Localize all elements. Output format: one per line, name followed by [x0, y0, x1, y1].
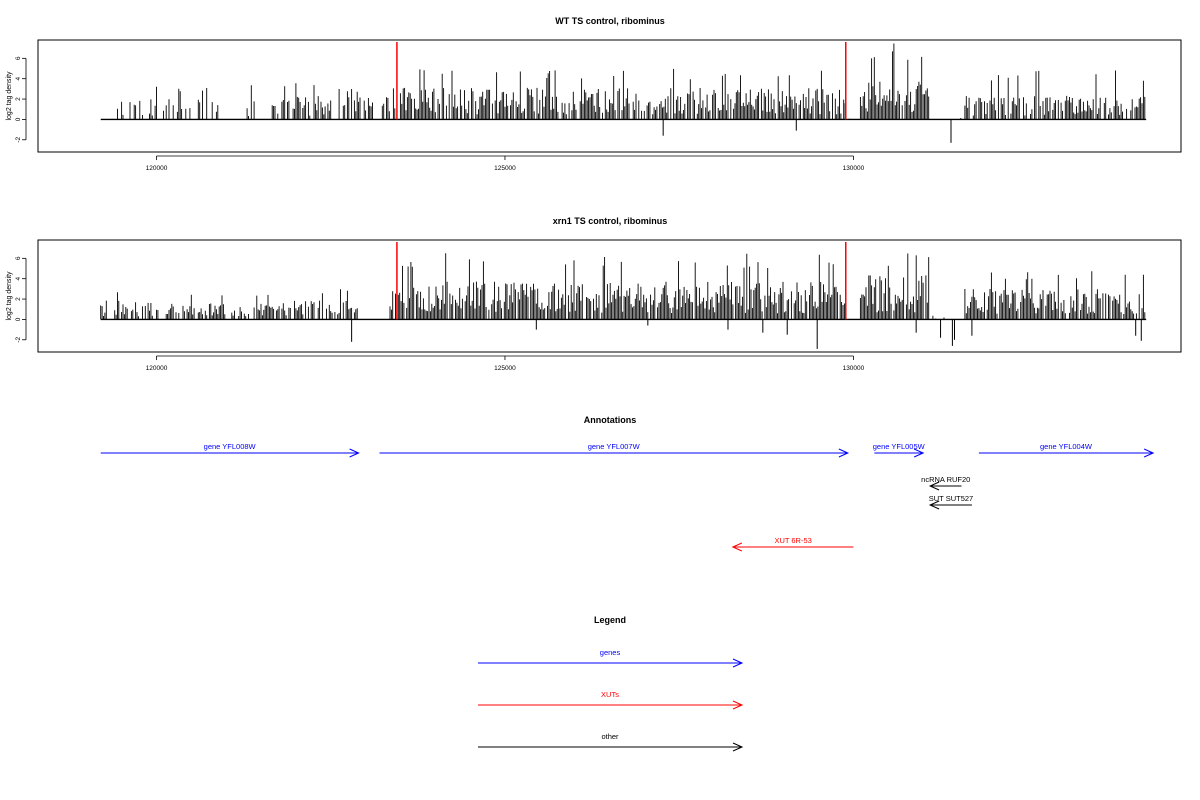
- annotations-section: Annotations gene YFL008W gene YFL007W gene…: [100, 415, 1155, 552]
- legend-section: Legend genes XUTs other: [478, 615, 744, 752]
- y-tick-label: 0: [15, 317, 22, 321]
- legend-label: XUTs: [601, 690, 619, 699]
- y-tick-label: -2: [15, 137, 22, 143]
- signal-bars: [117, 43, 1146, 120]
- annotation-feature: gene YFL005W: [873, 442, 926, 458]
- y-tick-label: -2: [15, 337, 22, 343]
- annotation-label: XUT 6R-53: [774, 536, 811, 545]
- track-title-xrn1: xrn1 TS control, ribominus: [553, 216, 668, 226]
- annotation-label: SUT SUT527: [929, 494, 973, 503]
- y-tick-label: 2: [15, 297, 22, 301]
- x-tick-label: 130000: [843, 165, 865, 172]
- y-axis-xrn1: -2 0 2 4 6: [15, 256, 27, 343]
- legend-item: other: [478, 732, 744, 752]
- x-tick-label: 125000: [494, 365, 516, 372]
- x-tick-label: 120000: [146, 165, 168, 172]
- legend-label: other: [601, 732, 619, 741]
- y-tick-label: 0: [15, 117, 22, 121]
- x-tick-label: 130000: [843, 365, 865, 372]
- annotation-label: gene YFL005W: [873, 442, 926, 451]
- x-axis-wt: 120000 125000 130000: [146, 155, 865, 172]
- annotation-feature: gene YFL008W: [100, 442, 360, 458]
- annotations-title: Annotations: [584, 415, 637, 425]
- legend-item: XUTs: [478, 690, 744, 710]
- y-tick-label: 4: [15, 77, 22, 81]
- plot-frame-wt: [37, 39, 1182, 153]
- negative-spikes-wt: [662, 119, 952, 143]
- x-tick-label: 120000: [146, 365, 168, 372]
- annotation-label: gene YFL004W: [1040, 442, 1093, 451]
- signal-bars: [100, 253, 1146, 320]
- y-tick-label: 4: [15, 277, 22, 281]
- y-axis-label-wt: log2 tag density: [6, 71, 13, 121]
- annotation-feature: XUT 6R-53: [731, 536, 854, 552]
- signal-bars-xrn1: [100, 253, 1146, 320]
- legend-title: Legend: [594, 615, 626, 625]
- legend-items: genes XUTs other: [478, 648, 744, 752]
- x-axis-xrn1: 120000 125000 130000: [146, 355, 865, 372]
- y-tick-label: 2: [15, 97, 22, 101]
- y-tick-label: 6: [15, 56, 22, 60]
- annotation-label: ncRNA RUF20: [921, 475, 970, 484]
- legend-label: genes: [600, 648, 621, 657]
- plot-frame-xrn1: [37, 239, 1182, 353]
- track-panel-xrn1: xrn1 TS control, ribominus log2 tag dens…: [6, 216, 1182, 372]
- annotation-feature: ncRNA RUF20: [921, 475, 970, 491]
- y-tick-label: 6: [15, 256, 22, 260]
- negative-spikes-xrn1: [351, 319, 1142, 349]
- track-title-wt: WT TS control, ribominus: [555, 16, 665, 26]
- y-axis-wt: -2 0 2 4 6: [15, 56, 27, 143]
- annotation-label: gene YFL007W: [588, 442, 641, 451]
- boundary-markers-xrn1: [396, 242, 847, 320]
- x-tick-label: 125000: [494, 165, 516, 172]
- boundary-markers-wt: [396, 42, 847, 120]
- annotation-feature: gene YFL007W: [379, 442, 850, 458]
- annotation-features: gene YFL008W gene YFL007W gene YFL005W gene…: [100, 442, 1155, 552]
- legend-item: genes: [478, 648, 744, 668]
- track-panel-wt: WT TS control, ribominus log2 tag densit…: [6, 16, 1182, 172]
- y-axis-label-xrn1: log2 tag density: [6, 271, 13, 321]
- annotation-feature: SUT SUT527: [929, 494, 973, 510]
- annotation-feature: gene YFL004W: [978, 442, 1155, 458]
- signal-bars-wt: [117, 43, 1146, 120]
- annotation-label: gene YFL008W: [204, 442, 257, 451]
